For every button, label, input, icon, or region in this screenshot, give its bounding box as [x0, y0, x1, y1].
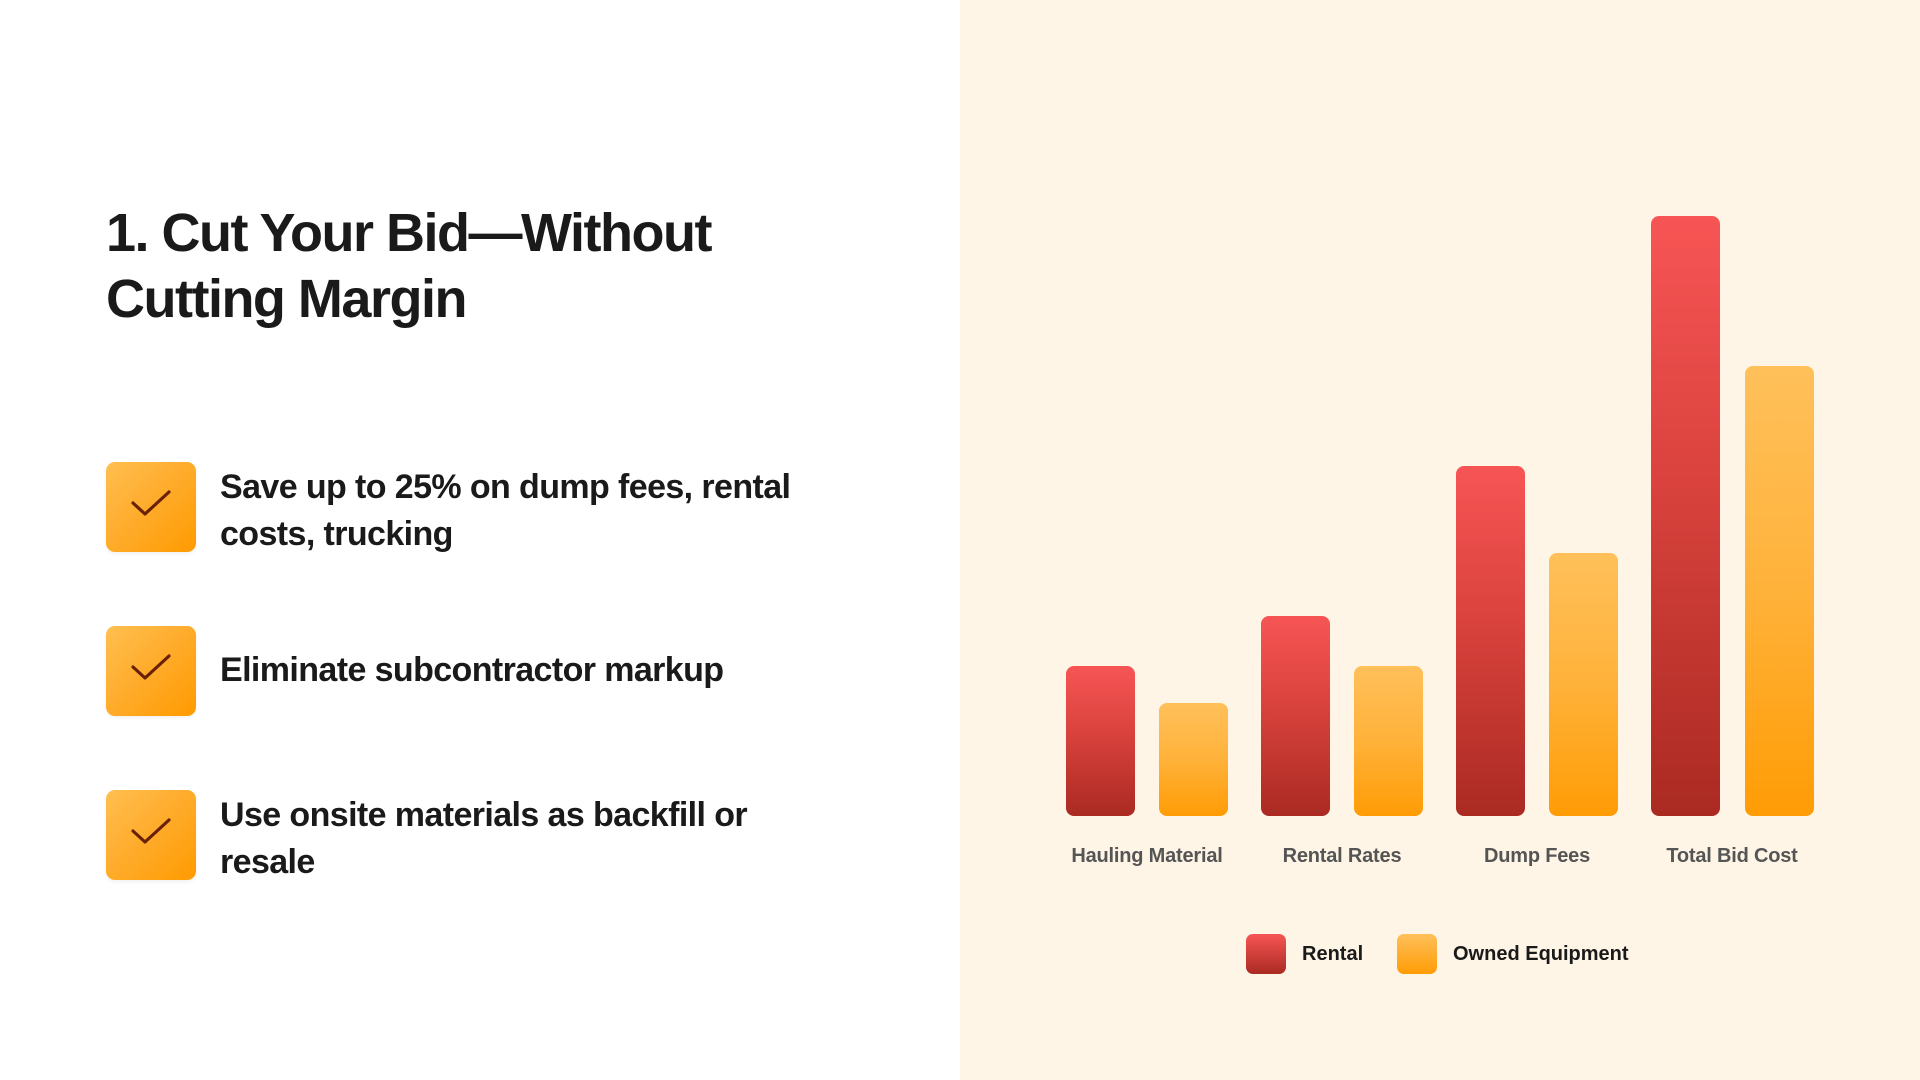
check-icon — [131, 490, 171, 516]
bar-owned-rental-rates — [1354, 666, 1423, 816]
bullet-item: Use onsite materials as backfill or resa… — [106, 790, 826, 881]
check-icon — [131, 818, 171, 844]
content-panel: 1. Cut Your Bid—Without Cutting Margin S… — [106, 203, 826, 881]
check-icon — [131, 654, 171, 680]
slide-title: 1. Cut Your Bid—Without Cutting Margin — [106, 203, 712, 329]
category-label: Hauling Material — [1071, 845, 1223, 867]
category-label: Dump Fees — [1483, 845, 1590, 867]
bar-rental-rental-rates — [1261, 616, 1330, 816]
bullet-text: Eliminate subcontractor markup — [220, 651, 724, 689]
bar-rental-dump-fees — [1456, 466, 1525, 816]
bar-rental-total-bid-cost — [1651, 216, 1720, 816]
legend-swatch-rental — [1246, 934, 1286, 974]
bar-owned-total-bid-cost — [1745, 366, 1814, 816]
checkbox — [106, 626, 196, 716]
bullet-text: Use onsite materials as backfill or resa… — [220, 796, 748, 881]
bullet-item: Eliminate subcontractor markup — [106, 626, 826, 716]
legend-label-owned: Owned Equipment — [1453, 943, 1629, 965]
legend-swatch-owned — [1397, 934, 1437, 974]
category-label: Total Bid Cost — [1666, 845, 1798, 867]
bar-rental-hauling-material — [1066, 666, 1135, 816]
bullet-text: Save up to 25% on dump fees, rental cost… — [220, 468, 791, 553]
checkbox — [106, 462, 196, 552]
checkbox — [106, 790, 196, 880]
category-label: Rental Rates — [1282, 845, 1402, 867]
legend-label-rental: Rental — [1302, 943, 1364, 965]
bar-owned-hauling-material — [1159, 703, 1228, 816]
bar-owned-dump-fees — [1549, 553, 1618, 816]
bullet-item: Save up to 25% on dump fees, rental cost… — [106, 462, 826, 553]
